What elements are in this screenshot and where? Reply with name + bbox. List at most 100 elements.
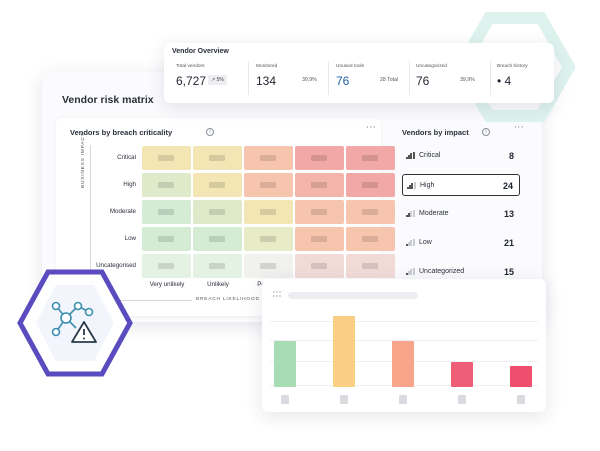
matrix-cell[interactable] [142, 200, 191, 224]
info-icon[interactable]: i [206, 128, 214, 136]
chart-bar[interactable] [392, 341, 414, 387]
drag-handle-icon[interactable] [272, 290, 282, 298]
matrix-cell-count [362, 182, 378, 188]
matrix-row-label: Uncategorised [96, 262, 136, 269]
matrix-cell[interactable] [295, 200, 344, 224]
impact-label: High [420, 182, 435, 189]
more-horizontal-icon[interactable]: ··· [366, 123, 377, 133]
impact-count: 15 [503, 267, 514, 277]
matrix-cell-count [362, 209, 378, 215]
breach-criticality-title: Vendors by breach criticality [70, 128, 173, 137]
matrix-row-label: High [123, 181, 136, 188]
divider [490, 61, 491, 95]
trend-badge: ↗ 5% [208, 75, 227, 85]
matrix-cell[interactable] [346, 173, 395, 197]
signal-bars-icon [406, 152, 415, 159]
chart-title-placeholder [288, 292, 418, 299]
monitored-pct: 39,9% [302, 77, 317, 83]
signal-bar [408, 242, 411, 246]
impact-item[interactable]: Uncategorized 15 [402, 261, 520, 283]
matrix-cell[interactable] [295, 173, 344, 197]
signal-bar [406, 273, 408, 275]
monitored-value: 134 [256, 74, 277, 88]
divider [328, 61, 329, 95]
matrix-cell-count [158, 236, 174, 242]
matrix-cell[interactable] [346, 146, 395, 170]
chart-bar[interactable] [451, 362, 473, 387]
impact-label: Uncategorized [419, 268, 465, 275]
more-horizontal-icon[interactable]: ··· [514, 123, 525, 133]
chart-bar[interactable] [510, 366, 532, 387]
matrix-cell[interactable] [244, 227, 293, 251]
signal-bar [406, 244, 408, 246]
impact-count: 24 [502, 181, 513, 191]
signal-bar [410, 153, 413, 159]
uncategorized-pct: 39,9% [460, 77, 475, 83]
matrix-cell-count [260, 236, 276, 242]
vendors-by-impact-panel: Vendors by impact i ··· Critical 8 High 24 M… [390, 118, 532, 316]
matrix-cell[interactable] [346, 254, 395, 278]
impact-count: 13 [503, 209, 514, 219]
unused-tools-note: 28 Total [380, 77, 399, 83]
impact-item[interactable]: Low 21 [402, 232, 520, 254]
matrix-cell[interactable] [295, 227, 344, 251]
matrix-row-label: Moderate [109, 208, 136, 215]
x-tick-placeholder [281, 395, 289, 404]
unused-tools-label: Unused tools [336, 64, 364, 69]
signal-bars-icon [407, 182, 416, 189]
matrix-cell-count [311, 236, 327, 242]
signal-bar [412, 210, 415, 217]
matrix-cell[interactable] [193, 227, 242, 251]
signal-bar [408, 155, 411, 159]
info-icon[interactable]: i [482, 128, 490, 136]
matrix-cell-count [209, 236, 225, 242]
impact-item[interactable]: Moderate 13 [402, 203, 520, 225]
matrix-cell-count [158, 263, 174, 269]
chart-bar[interactable] [274, 341, 296, 387]
monitored-label: Monitored [256, 64, 278, 69]
y-axis-label: BUSINESS IMPACT [81, 132, 86, 188]
x-axis-label: BREACH LIKELIHOOD [196, 297, 260, 302]
network-warning-badge [16, 268, 134, 378]
matrix-cell-count [260, 155, 276, 161]
x-tick-placeholder [399, 395, 407, 404]
matrix-column-label: Very unlikely [149, 281, 185, 288]
impact-item[interactable]: High 24 [402, 174, 520, 196]
matrix-cell[interactable] [193, 173, 242, 197]
matrix-cell[interactable] [295, 146, 344, 170]
vendors-by-impact-title: Vendors by impact [402, 128, 469, 137]
bar-chart-card [262, 279, 546, 412]
impact-count: 8 [508, 151, 514, 161]
matrix-cell[interactable] [244, 173, 293, 197]
matrix-cell[interactable] [142, 227, 191, 251]
impact-label: Low [419, 239, 432, 246]
x-tick-placeholder [340, 395, 348, 404]
matrix-cell-count [362, 155, 378, 161]
signal-bar [412, 152, 415, 159]
matrix-cell-count [158, 155, 174, 161]
impact-item[interactable]: Critical 8 [402, 145, 520, 167]
matrix-cell[interactable] [346, 227, 395, 251]
matrix-cell-count [260, 209, 276, 215]
vendor-overview-title: Vendor Overview [172, 48, 229, 55]
matrix-cell[interactable] [142, 173, 191, 197]
signal-bar [412, 268, 415, 275]
uncategorized-label: Uncategorized [416, 64, 447, 69]
chart-bar[interactable] [333, 315, 355, 387]
matrix-cell[interactable] [142, 146, 191, 170]
matrix-cell[interactable] [193, 200, 242, 224]
matrix-cell[interactable] [346, 200, 395, 224]
matrix-cell[interactable] [244, 200, 293, 224]
matrix-column-label: Unlikely [207, 281, 229, 288]
matrix-cell-count [209, 155, 225, 161]
matrix-cell[interactable] [193, 254, 242, 278]
matrix-row-label: Low [124, 235, 136, 242]
matrix-cell-count [311, 209, 327, 215]
signal-bar [410, 240, 413, 246]
matrix-cell[interactable] [193, 146, 242, 170]
matrix-cell[interactable] [244, 146, 293, 170]
matrix-cell[interactable] [244, 254, 293, 278]
matrix-cell[interactable] [295, 254, 344, 278]
matrix-cell[interactable] [142, 254, 191, 278]
signal-bars-icon [406, 210, 415, 217]
